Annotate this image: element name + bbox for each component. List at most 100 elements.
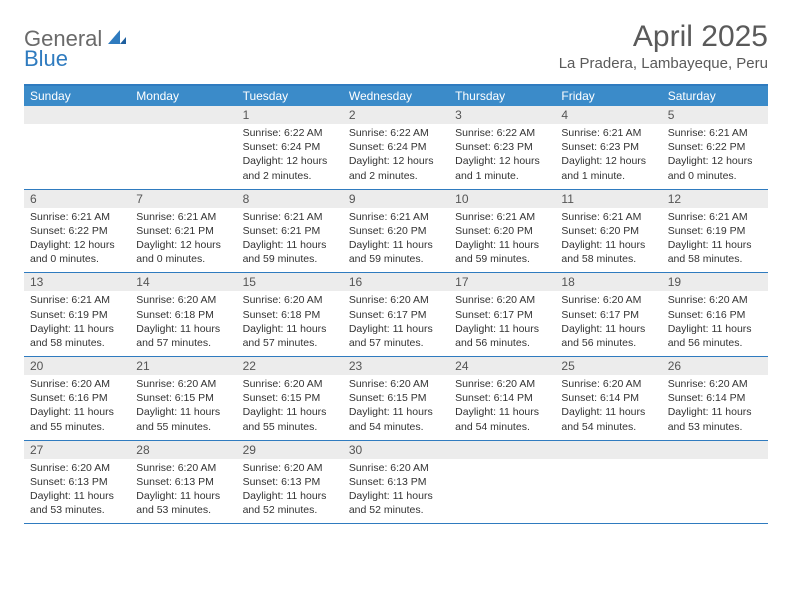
day-cell — [555, 441, 661, 524]
day-cell: 21Sunrise: 6:20 AMSunset: 6:15 PMDayligh… — [130, 357, 236, 440]
daylight-text: Daylight: 11 hours and 58 minutes. — [561, 238, 655, 266]
day-body: Sunrise: 6:20 AMSunset: 6:14 PMDaylight:… — [662, 375, 768, 440]
logo-text-blue: Blue — [24, 46, 68, 71]
sunrise-text: Sunrise: 6:20 AM — [455, 293, 549, 307]
day-number: 11 — [555, 190, 661, 208]
day-body: Sunrise: 6:20 AMSunset: 6:15 PMDaylight:… — [237, 375, 343, 440]
day-cell — [449, 441, 555, 524]
day-body: Sunrise: 6:20 AMSunset: 6:16 PMDaylight:… — [662, 291, 768, 356]
day-cell — [130, 106, 236, 189]
sunrise-text: Sunrise: 6:20 AM — [136, 461, 230, 475]
month-title: April 2025 — [559, 20, 768, 53]
sunset-text: Sunset: 6:22 PM — [30, 224, 124, 238]
day-number: 28 — [130, 441, 236, 459]
weekday-tue: Tuesday — [237, 86, 343, 106]
day-cell: 30Sunrise: 6:20 AMSunset: 6:13 PMDayligh… — [343, 441, 449, 524]
weekday-thu: Thursday — [449, 86, 555, 106]
sunrise-text: Sunrise: 6:20 AM — [243, 377, 337, 391]
daylight-text: Daylight: 11 hours and 59 minutes. — [455, 238, 549, 266]
weekday-row: Sunday Monday Tuesday Wednesday Thursday… — [24, 86, 768, 106]
day-body: Sunrise: 6:21 AMSunset: 6:19 PMDaylight:… — [662, 208, 768, 273]
day-number: 4 — [555, 106, 661, 124]
sunset-text: Sunset: 6:24 PM — [243, 140, 337, 154]
day-number: 10 — [449, 190, 555, 208]
daylight-text: Daylight: 11 hours and 55 minutes. — [136, 405, 230, 433]
day-number: 16 — [343, 273, 449, 291]
sunrise-text: Sunrise: 6:21 AM — [561, 126, 655, 140]
sunset-text: Sunset: 6:13 PM — [30, 475, 124, 489]
daylight-text: Daylight: 11 hours and 53 minutes. — [30, 489, 124, 517]
sunrise-text: Sunrise: 6:21 AM — [668, 126, 762, 140]
daylight-text: Daylight: 11 hours and 54 minutes. — [349, 405, 443, 433]
daylight-text: Daylight: 11 hours and 52 minutes. — [243, 489, 337, 517]
day-body: Sunrise: 6:20 AMSunset: 6:13 PMDaylight:… — [130, 459, 236, 524]
daylight-text: Daylight: 11 hours and 57 minutes. — [136, 322, 230, 350]
sunrise-text: Sunrise: 6:20 AM — [243, 293, 337, 307]
day-number: 8 — [237, 190, 343, 208]
day-number: 26 — [662, 357, 768, 375]
day-body: Sunrise: 6:20 AMSunset: 6:17 PMDaylight:… — [555, 291, 661, 356]
day-number: 5 — [662, 106, 768, 124]
day-cell: 22Sunrise: 6:20 AMSunset: 6:15 PMDayligh… — [237, 357, 343, 440]
day-cell: 19Sunrise: 6:20 AMSunset: 6:16 PMDayligh… — [662, 273, 768, 356]
day-number: 19 — [662, 273, 768, 291]
day-number: 29 — [237, 441, 343, 459]
day-cell: 3Sunrise: 6:22 AMSunset: 6:23 PMDaylight… — [449, 106, 555, 189]
sunset-text: Sunset: 6:16 PM — [30, 391, 124, 405]
sunset-text: Sunset: 6:15 PM — [136, 391, 230, 405]
daylight-text: Daylight: 11 hours and 54 minutes. — [455, 405, 549, 433]
weekday-wed: Wednesday — [343, 86, 449, 106]
sunset-text: Sunset: 6:19 PM — [668, 224, 762, 238]
daylight-text: Daylight: 11 hours and 55 minutes. — [30, 405, 124, 433]
daylight-text: Daylight: 11 hours and 53 minutes. — [668, 405, 762, 433]
week-row: 1Sunrise: 6:22 AMSunset: 6:24 PMDaylight… — [24, 106, 768, 190]
daylight-text: Daylight: 12 hours and 1 minute. — [455, 154, 549, 182]
day-cell: 6Sunrise: 6:21 AMSunset: 6:22 PMDaylight… — [24, 190, 130, 273]
daylight-text: Daylight: 11 hours and 59 minutes. — [243, 238, 337, 266]
sunrise-text: Sunrise: 6:20 AM — [243, 461, 337, 475]
sunset-text: Sunset: 6:18 PM — [136, 308, 230, 322]
day-number: 23 — [343, 357, 449, 375]
day-cell: 9Sunrise: 6:21 AMSunset: 6:20 PMDaylight… — [343, 190, 449, 273]
sunrise-text: Sunrise: 6:20 AM — [561, 293, 655, 307]
sunrise-text: Sunrise: 6:21 AM — [561, 210, 655, 224]
day-number: 30 — [343, 441, 449, 459]
day-number: 2 — [343, 106, 449, 124]
day-body: Sunrise: 6:22 AMSunset: 6:23 PMDaylight:… — [449, 124, 555, 189]
daylight-text: Daylight: 12 hours and 0 minutes. — [668, 154, 762, 182]
daylight-text: Daylight: 11 hours and 57 minutes. — [243, 322, 337, 350]
sunset-text: Sunset: 6:18 PM — [243, 308, 337, 322]
sunrise-text: Sunrise: 6:21 AM — [243, 210, 337, 224]
sunset-text: Sunset: 6:14 PM — [561, 391, 655, 405]
daylight-text: Daylight: 11 hours and 56 minutes. — [668, 322, 762, 350]
sunset-text: Sunset: 6:14 PM — [455, 391, 549, 405]
day-body: Sunrise: 6:20 AMSunset: 6:16 PMDaylight:… — [24, 375, 130, 440]
day-number — [130, 106, 236, 124]
day-cell: 1Sunrise: 6:22 AMSunset: 6:24 PMDaylight… — [237, 106, 343, 189]
sunset-text: Sunset: 6:23 PM — [561, 140, 655, 154]
sunrise-text: Sunrise: 6:21 AM — [30, 210, 124, 224]
logo-sail-icon — [106, 28, 126, 51]
day-number: 6 — [24, 190, 130, 208]
day-number: 25 — [555, 357, 661, 375]
day-body: Sunrise: 6:21 AMSunset: 6:22 PMDaylight:… — [662, 124, 768, 189]
daylight-text: Daylight: 11 hours and 56 minutes. — [561, 322, 655, 350]
sunset-text: Sunset: 6:15 PM — [243, 391, 337, 405]
day-cell: 14Sunrise: 6:20 AMSunset: 6:18 PMDayligh… — [130, 273, 236, 356]
day-body: Sunrise: 6:20 AMSunset: 6:18 PMDaylight:… — [130, 291, 236, 356]
day-number: 17 — [449, 273, 555, 291]
day-body: Sunrise: 6:20 AMSunset: 6:15 PMDaylight:… — [130, 375, 236, 440]
day-body: Sunrise: 6:22 AMSunset: 6:24 PMDaylight:… — [343, 124, 449, 189]
sunset-text: Sunset: 6:17 PM — [349, 308, 443, 322]
sunrise-text: Sunrise: 6:20 AM — [349, 461, 443, 475]
weekday-sat: Saturday — [662, 86, 768, 106]
day-body: Sunrise: 6:20 AMSunset: 6:17 PMDaylight:… — [343, 291, 449, 356]
day-number: 9 — [343, 190, 449, 208]
day-body: Sunrise: 6:21 AMSunset: 6:21 PMDaylight:… — [237, 208, 343, 273]
day-number: 1 — [237, 106, 343, 124]
sunrise-text: Sunrise: 6:20 AM — [349, 293, 443, 307]
day-number — [662, 441, 768, 459]
day-body: Sunrise: 6:21 AMSunset: 6:21 PMDaylight:… — [130, 208, 236, 273]
day-cell: 15Sunrise: 6:20 AMSunset: 6:18 PMDayligh… — [237, 273, 343, 356]
day-body: Sunrise: 6:20 AMSunset: 6:18 PMDaylight:… — [237, 291, 343, 356]
